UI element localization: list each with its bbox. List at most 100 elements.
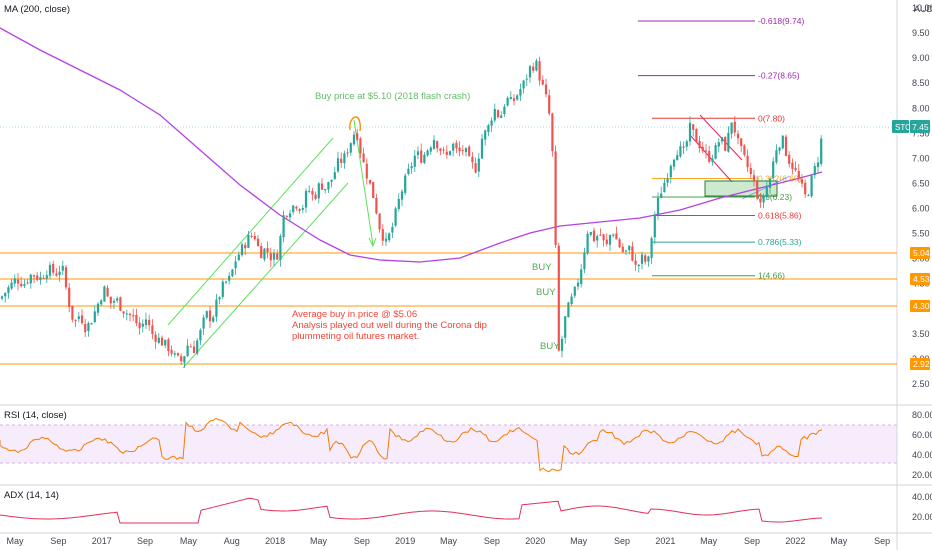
candle-body	[618, 239, 621, 248]
candle-body	[77, 316, 80, 320]
candle-body	[720, 137, 724, 142]
candle-body	[436, 141, 439, 149]
candle-body	[724, 136, 727, 151]
candle-body	[378, 213, 381, 230]
candle-body	[269, 253, 272, 261]
time-tick-label: 2022	[785, 536, 805, 546]
candle-body	[583, 252, 586, 270]
candle-body	[413, 155, 416, 167]
time-tick-label: May	[830, 536, 848, 546]
candle-body	[452, 143, 455, 151]
candle-body	[663, 182, 666, 193]
candle-body	[538, 61, 541, 81]
rsi-indicator-label[interactable]: RSI (14, close)	[4, 410, 67, 421]
candle-body	[570, 296, 573, 304]
candle-body	[557, 245, 560, 351]
candle-body	[548, 95, 551, 114]
candle-body	[804, 182, 807, 195]
fib-level-label: -0.618(9.74)	[758, 16, 804, 26]
candle-body	[432, 140, 436, 149]
candle-body	[714, 145, 717, 159]
candle-body	[42, 277, 45, 279]
candle-body	[647, 256, 650, 262]
candle-body	[701, 146, 704, 152]
candle-body	[733, 121, 736, 133]
main-pane[interactable]	[0, 0, 897, 405]
candle-body	[388, 233, 391, 241]
candle-body	[116, 298, 119, 301]
fib-level-label: 0.786(5.33)	[758, 237, 802, 247]
candle-body	[240, 244, 244, 256]
rsi-tick-label: 80.00	[912, 410, 932, 420]
candle-body	[794, 168, 797, 171]
time-axis[interactable]: May Sep 2017 Sep May Aug 2018 May Sep 2019 May Sep 2…	[6, 536, 890, 546]
candle-body	[551, 113, 554, 152]
candle-body	[381, 229, 384, 241]
candle-body	[634, 260, 637, 265]
symbol-badge	[892, 120, 909, 133]
candle-body	[119, 297, 122, 311]
candle-body	[448, 151, 452, 155]
candle-body	[653, 215, 656, 238]
last-price-value: 7.45	[912, 122, 929, 132]
candle-body	[160, 337, 164, 346]
candle-body	[410, 166, 413, 169]
candle-body	[263, 248, 266, 260]
candle-body	[554, 151, 557, 245]
rsi-tick-label: 40.00	[912, 450, 932, 460]
candle-body	[679, 146, 682, 157]
candle-body	[144, 319, 148, 325]
candle-body	[608, 235, 612, 245]
ma-indicator-label[interactable]: MA (200, close)	[4, 4, 70, 15]
candle-body	[541, 79, 544, 85]
candle-body	[10, 282, 13, 289]
price-tick-label: 9.50	[912, 28, 930, 38]
candle-body	[29, 274, 32, 284]
candle-body	[253, 235, 256, 240]
candle-body	[282, 215, 285, 238]
level-badge-label: 4.30	[913, 301, 930, 311]
candle-body	[199, 329, 202, 341]
fib-level-label: 0.618(5.86)	[758, 211, 802, 221]
adx-indicator-label[interactable]: ADX (14, 14)	[4, 490, 59, 501]
candle-body	[624, 250, 628, 252]
time-tick-label: Sep	[50, 536, 66, 546]
candle-body	[544, 84, 548, 95]
candle-body	[250, 235, 253, 237]
candle-body	[628, 245, 631, 251]
candle-body	[333, 172, 336, 180]
candle-body	[356, 133, 359, 140]
candle-body	[736, 133, 740, 139]
candle-body	[535, 60, 538, 71]
candle-body	[512, 98, 516, 101]
candle-body	[154, 334, 157, 342]
candle-body	[285, 215, 288, 217]
candle-body	[586, 233, 589, 254]
candle-body	[765, 186, 768, 198]
candle-body	[74, 319, 77, 321]
candle-body	[231, 269, 234, 277]
candle-body	[26, 282, 29, 284]
candle-body	[759, 199, 762, 203]
candle-body	[132, 315, 135, 317]
candle-body	[320, 183, 324, 190]
candle-body	[272, 253, 276, 260]
time-tick-label: Aug	[224, 536, 240, 546]
level-badge	[910, 358, 930, 370]
candle-body	[68, 287, 71, 307]
price-tick-label: 8.50	[912, 78, 930, 88]
candle-body	[340, 158, 343, 163]
candle-body	[420, 150, 423, 163]
candle-body	[749, 168, 752, 175]
fib-level-label: 0.5(6.23)	[758, 192, 792, 202]
time-tick-label: May	[180, 536, 198, 546]
candle-body	[157, 337, 160, 343]
candle-body	[359, 138, 362, 154]
last-price-badge	[910, 120, 930, 133]
price-axis[interactable]: 10.00 9.50 9.00 8.50 8.00 7.50 7.00 6.50 6.00 5.5…	[912, 3, 932, 389]
candle-body	[343, 153, 346, 164]
candle-body	[141, 323, 144, 327]
candle-body	[704, 150, 708, 152]
time-tick-label: Sep	[354, 536, 370, 546]
